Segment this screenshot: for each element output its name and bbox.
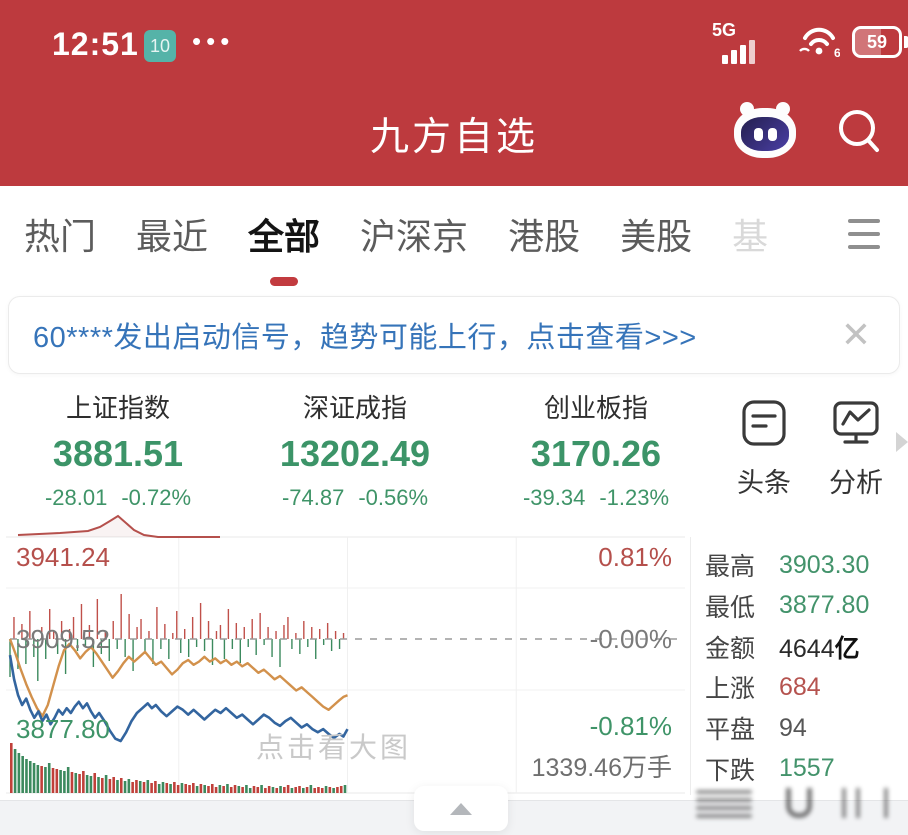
- signal-indicator: 5G: [712, 20, 792, 66]
- active-tab-indicator: [270, 277, 299, 286]
- blurred-watermark: [696, 786, 901, 826]
- status-time: 12:51: [52, 26, 139, 62]
- index-value: 3170.26: [530, 433, 662, 474]
- tab-funds-partial[interactable]: 基: [732, 216, 769, 257]
- close-icon[interactable]: ✕: [840, 314, 871, 355]
- index-value: 3881.51: [52, 433, 184, 474]
- arrow-up-icon: [450, 802, 472, 815]
- index-value: 13202.49: [279, 433, 431, 474]
- banner-text: 60****发出启动信号，趋势可能上行，点击查看>>>: [33, 322, 697, 354]
- market-stats-panel: 最高 3903.30 最低 3877.80 金额 4644亿 上涨 684 平盘 94 下…: [690, 537, 908, 795]
- tab-hot[interactable]: 热门: [24, 216, 97, 257]
- network-type-label: 5G: [712, 20, 737, 40]
- index-name: 创业板指: [543, 393, 648, 423]
- index-name: 上证指数: [65, 393, 170, 423]
- index-pct: -1.23%: [599, 485, 670, 510]
- stat-row-decliners: 下跌 1557: [705, 754, 835, 785]
- index-card-shanghai[interactable]: 上证指数 3881.51 -28.01 -0.72%: [8, 388, 228, 511]
- index-name: 深证成指: [302, 393, 407, 423]
- stat-row-advancers: 上涨 684: [705, 672, 821, 704]
- svg-text:6: 6: [834, 46, 840, 58]
- news-icon: [742, 400, 786, 446]
- chart-canvas: [6, 514, 685, 794]
- page-title: 九方自选: [369, 116, 538, 159]
- index-change: -39.34: [522, 485, 586, 510]
- robot-assistant-icon[interactable]: [734, 102, 796, 160]
- tab-hk[interactable]: 港股: [508, 216, 581, 257]
- status-badge: 10: [144, 30, 176, 62]
- axis-mid-pct: -0.00%: [589, 624, 672, 654]
- axis-high-pct: 0.81%: [598, 542, 672, 572]
- axis-mid-price: 3909.52: [16, 624, 110, 654]
- wifi-icon: 6: [798, 22, 841, 63]
- analysis-label: 分析: [829, 468, 883, 498]
- headlines-button[interactable]: 头条: [732, 398, 796, 500]
- tab-recent[interactable]: 最近: [136, 216, 209, 257]
- collapse-button[interactable]: [414, 786, 508, 831]
- analysis-button[interactable]: 分析: [824, 398, 888, 500]
- header: 12:51 10 ••• 5G 6 59 九方自选: [0, 0, 908, 186]
- index-change: -28.01: [44, 485, 108, 510]
- stat-row-low: 最低 3877.80: [705, 591, 870, 622]
- analysis-chart-icon: [833, 401, 879, 444]
- tab-menu-icon[interactable]: [844, 215, 884, 253]
- volume-total-label: 1339.46万手: [531, 754, 672, 782]
- axis-high-price: 3941.24: [16, 542, 110, 572]
- stat-row-unchanged: 平盘 94: [705, 713, 807, 745]
- battery-icon: 59: [852, 26, 908, 58]
- index-pct: -0.56%: [358, 485, 429, 510]
- axis-low-price: 3877.80: [16, 714, 110, 744]
- enlarge-chart-watermark: 点击看大图: [256, 732, 412, 763]
- index-card-shenzhen[interactable]: 深证成指 13202.49 -74.87 -0.56%: [245, 388, 465, 511]
- tab-all[interactable]: 全部: [248, 208, 320, 286]
- axis-low-pct: -0.81%: [589, 711, 672, 741]
- status-more-dots: •••: [192, 26, 235, 56]
- search-icon[interactable]: [834, 106, 884, 163]
- chevron-right-icon[interactable]: [896, 432, 908, 452]
- tab-hushenjing[interactable]: 沪深京: [360, 216, 469, 257]
- tab-us[interactable]: 美股: [620, 216, 693, 257]
- headlines-label: 头条: [737, 468, 791, 498]
- stat-row-turnover: 金额 4644亿: [705, 634, 860, 663]
- stat-row-high: 最高 3903.30: [705, 550, 870, 582]
- index-card-chinext[interactable]: 创业板指 3170.26 -39.34 -1.23%: [486, 388, 706, 511]
- index-pct: -0.72%: [121, 485, 192, 510]
- tab-bar: 热门 最近 全部 沪深京 港股 美股 基: [0, 186, 908, 286]
- signal-bars-icon: [722, 40, 755, 64]
- index-change: -74.87: [281, 485, 345, 510]
- indices-row: 上证指数 3881.51 -28.01 -0.72% 深证成指 13202.49 …: [0, 380, 908, 528]
- battery-percent: 59: [866, 31, 888, 52]
- signal-banner[interactable]: 60****发出启动信号，趋势可能上行，点击查看>>> ✕: [8, 296, 900, 374]
